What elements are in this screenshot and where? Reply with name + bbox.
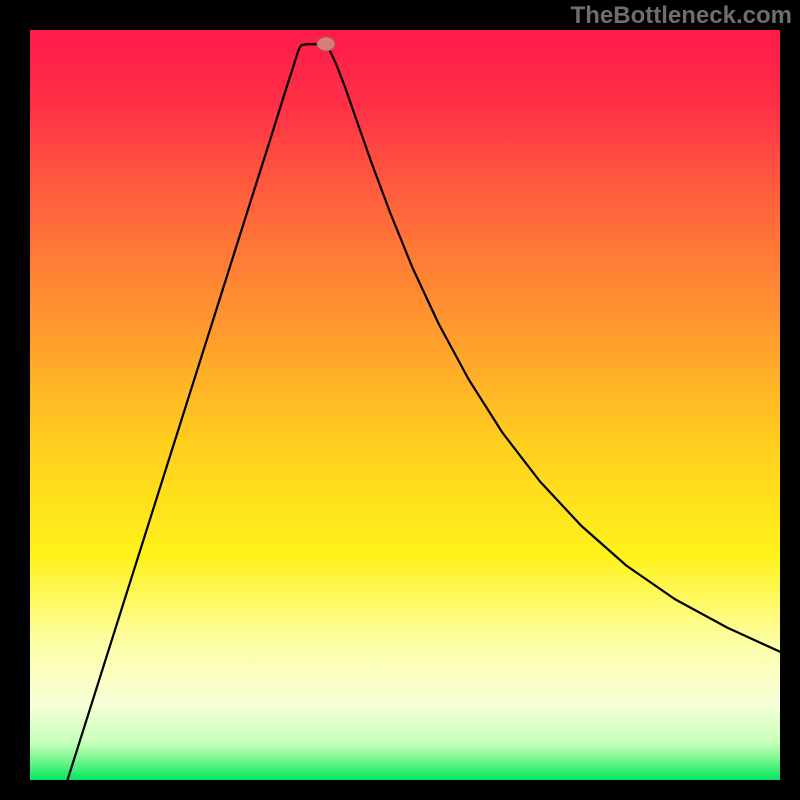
- watermark-text: TheBottleneck.com: [571, 2, 792, 30]
- image-root: TheBottleneck.com: [0, 0, 800, 800]
- chart-plot-area: [30, 30, 780, 780]
- chart-svg: [30, 30, 780, 780]
- bottleneck-curve: [68, 44, 781, 780]
- bottleneck-marker: [316, 37, 335, 52]
